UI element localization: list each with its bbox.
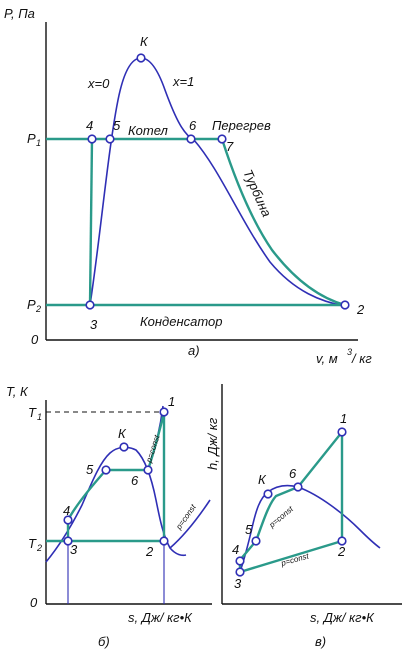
c-point-4-marker — [235, 556, 245, 566]
c-point-4-label: 4 — [232, 542, 239, 557]
b-t2-label: T 2 — [28, 536, 42, 553]
c-point-1-marker — [337, 427, 347, 437]
a-point-4-marker — [87, 134, 97, 144]
svg-text:2: 2 — [35, 304, 41, 314]
b-x-axis-label: s, Дж/ кг•К — [128, 610, 193, 625]
a-x-axis-label: v, м 3 / кг — [316, 347, 372, 366]
svg-text:T: T — [28, 405, 37, 420]
b-critical-point-label: К — [118, 426, 127, 441]
a-point-4-label: 4 — [86, 118, 93, 133]
a-point-2-label: 2 — [356, 302, 365, 317]
a-point-3-marker — [85, 300, 95, 310]
a-x0-label: x=0 — [87, 76, 110, 91]
a-condenser-label: Конденсатор — [140, 314, 223, 329]
a-point-7-marker — [217, 134, 227, 144]
b-point-5-label: 5 — [86, 462, 94, 477]
b-caption: б) — [98, 634, 110, 649]
svg-text:1: 1 — [37, 412, 42, 422]
b-t1-label: T 1 — [28, 405, 42, 422]
c-p-const-2-label: p=const — [279, 551, 310, 568]
a-turbine-expansion — [220, 138, 346, 307]
a-critical-point-marker — [136, 53, 146, 63]
b-y-axis-label: T, К — [6, 384, 29, 399]
c-x-axis-label: s, Дж/ кг•К — [310, 610, 375, 625]
c-point-2-marker — [337, 536, 347, 546]
a-point-2-marker — [340, 300, 350, 310]
c-p-const-1-label: p=const — [267, 504, 296, 530]
c-point-5-label: 5 — [245, 522, 253, 537]
a-p1-label: P 1 — [27, 131, 41, 148]
a-point-6-label: 6 — [189, 118, 197, 133]
c-point-2-label: 2 — [337, 544, 346, 559]
a-superheat-label: Перегрев — [212, 118, 271, 133]
b-critical-point-marker — [119, 442, 129, 452]
b-point-1-marker — [159, 407, 169, 417]
a-x1-label: x=1 — [172, 74, 194, 89]
c-y-axis-label: h, Дж/ кг — [205, 417, 220, 470]
b-p-const-2-label: p=const — [174, 502, 199, 532]
b-point-3-label: 3 — [70, 542, 78, 557]
b-p-const-1-label: p=const — [144, 433, 162, 464]
b-isobar-low — [169, 499, 211, 549]
a-caption: а) — [188, 343, 200, 358]
c-caption: в) — [315, 634, 326, 649]
svg-text:v, м: v, м — [316, 351, 338, 366]
svg-text:1: 1 — [36, 138, 41, 148]
a-saturation-dome — [89, 57, 195, 306]
a-turbine-label: Турбина — [240, 167, 274, 219]
b-point-2-marker — [159, 536, 169, 546]
a-y-axis-label: P, Па — [4, 6, 35, 21]
a-point-3-label: 3 — [90, 317, 98, 332]
svg-text:2: 2 — [36, 543, 42, 553]
b-point-4-marker — [63, 515, 73, 525]
b-point-4-label: 4 — [63, 503, 70, 518]
a-boiler-label: Котел — [128, 123, 169, 138]
a-pump-line — [88, 138, 94, 306]
svg-text:P: P — [27, 131, 36, 146]
b-point-3-marker — [63, 536, 73, 546]
svg-text:T: T — [28, 536, 37, 551]
b-point-2-label: 2 — [145, 544, 154, 559]
c-point-6-marker — [293, 482, 303, 492]
c-point-3-label: 3 — [234, 576, 242, 591]
c-point-3-marker — [235, 567, 245, 577]
b-point-5-marker — [101, 465, 111, 475]
diagram-a-pv: P, Па 0 v, м 3 / кг P 1 P 2 К — [4, 6, 372, 366]
diagram-c-hs: h, Дж/ кг s, Дж/ кг•К в) К 1 2 3 4 5 6 p… — [205, 384, 402, 649]
a-critical-point-label: К — [140, 34, 149, 49]
a-point-5-marker — [105, 134, 115, 144]
a-origin-label: 0 — [31, 332, 39, 347]
c-saturation-curve — [239, 484, 381, 573]
b-point-6-label: 6 — [131, 473, 139, 488]
a-point-5-label: 5 — [113, 118, 121, 133]
svg-text:3: 3 — [347, 347, 352, 357]
a-point-7-label: 7 — [226, 139, 234, 154]
c-critical-point-marker — [263, 489, 273, 499]
a-p2-label: P 2 — [27, 297, 41, 314]
svg-text:/ кг: / кг — [351, 351, 372, 366]
c-point-1-label: 1 — [340, 411, 347, 426]
c-point-5-marker — [251, 536, 261, 546]
a-saturated-vapor-line — [193, 139, 346, 307]
diagram-b-ts: T, К T 1 T 2 0 s, Дж/ кг•К б) — [6, 384, 212, 649]
b-origin-label: 0 — [30, 595, 38, 610]
c-critical-point-label: К — [258, 472, 267, 487]
a-point-6-marker — [186, 134, 196, 144]
svg-text:P: P — [27, 297, 36, 312]
b-point-6-marker — [143, 465, 153, 475]
b-point-1-label: 1 — [168, 394, 175, 409]
c-point-6-label: 6 — [289, 466, 297, 481]
